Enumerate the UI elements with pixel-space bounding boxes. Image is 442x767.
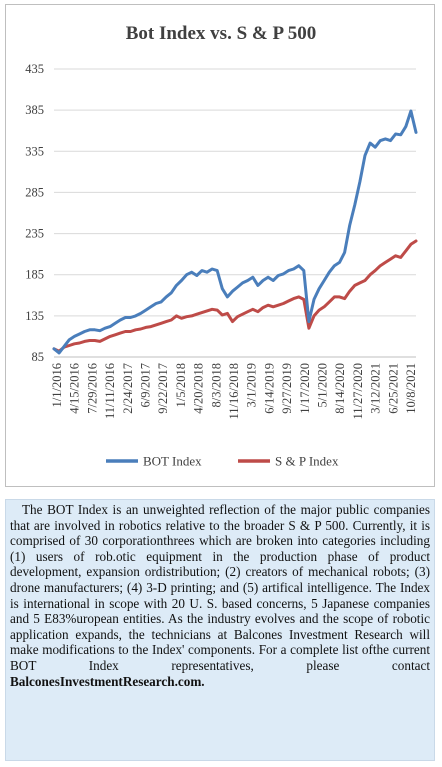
x-tick-label: 5/1/2020: [316, 363, 330, 407]
x-tick-label: 6/14/2019: [262, 363, 276, 414]
series-lines: [52, 109, 418, 355]
y-tick-label: 85: [32, 350, 45, 364]
x-tick-label: 6/9/2017: [139, 363, 153, 407]
legend-label: S & P Index: [275, 454, 339, 469]
contact-link[interactable]: BalconesInvestmentResearch.com.: [10, 673, 205, 689]
chart-frame: Bot Index vs. S & P 500 85 135 185 235 285 33…: [5, 4, 435, 487]
series-line-s-p-index: [52, 239, 418, 353]
x-tick-label: 8/3/2018: [209, 363, 223, 407]
legend-label: BOT Index: [143, 454, 202, 469]
x-tick-label: 6/25/2021: [386, 363, 400, 414]
x-tick-label: 4/15/2016: [68, 363, 82, 414]
x-tick-label: 3/1/2019: [245, 363, 259, 407]
description-box: The BOT Index is an unweighted reflectio…: [5, 499, 435, 761]
legend: BOT Index S & P Index: [106, 454, 339, 469]
y-tick-label: 435: [25, 62, 44, 76]
x-tick-label: 7/29/2016: [85, 363, 99, 414]
x-axis-ticks: 1/1/2016 4/15/2016 7/29/2016 11/11/2016 2/24…: [50, 363, 418, 419]
x-tick-label: 3/12/2021: [369, 363, 383, 414]
y-tick-label: 385: [25, 103, 44, 117]
line-chart: 85 135 185 235 285 335 385 435 1/1/2016 4/15/201…: [25, 62, 418, 469]
x-tick-label: 9/22/2017: [156, 363, 170, 414]
x-tick-label: 4/20/2018: [192, 363, 206, 414]
gridlines: [54, 68, 416, 358]
y-tick-label: 135: [25, 309, 44, 323]
x-tick-label: 1/5/2018: [174, 363, 188, 407]
x-tick-label: 11/16/2018: [227, 363, 241, 419]
x-tick-label: 8/14/2020: [333, 363, 347, 414]
x-tick-label: 2/24/2017: [121, 363, 135, 414]
description-text: The BOT Index is an unweighted reflectio…: [10, 502, 430, 689]
x-tick-label: 10/8/2021: [404, 363, 418, 414]
description-body: The BOT Index is an unweighted reflectio…: [10, 502, 430, 673]
x-tick-label: 1/17/2020: [298, 363, 312, 414]
series-line-bot-index: [52, 109, 418, 355]
chart-title: Bot Index vs. S & P 500: [125, 23, 317, 44]
y-tick-label: 335: [25, 144, 44, 158]
y-tick-label: 285: [25, 185, 44, 199]
y-axis-ticks: 85 135 185 235 285 335 385 435: [25, 62, 44, 364]
y-tick-label: 235: [25, 227, 44, 241]
y-tick-label: 185: [25, 268, 44, 282]
x-tick-label: 1/1/2016: [50, 363, 64, 407]
x-tick-label: 9/27/2019: [280, 363, 294, 414]
x-tick-label: 11/11/2016: [103, 363, 117, 419]
x-tick-label: 11/27/2020: [351, 363, 365, 419]
